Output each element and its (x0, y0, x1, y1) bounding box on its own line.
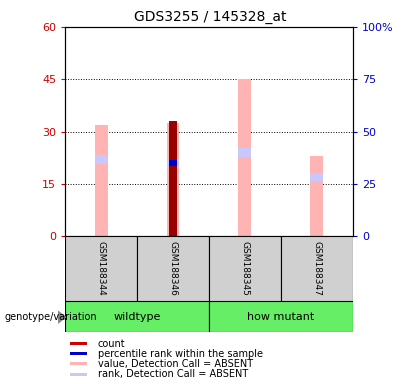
Text: wildtype: wildtype (113, 312, 161, 322)
Text: GSM188347: GSM188347 (312, 242, 321, 296)
Text: genotype/variation: genotype/variation (4, 312, 97, 322)
FancyBboxPatch shape (137, 236, 209, 301)
Polygon shape (58, 311, 66, 323)
Bar (94, 155, 108, 164)
Bar (70, 352, 87, 355)
Bar (94, 124, 108, 236)
Bar (169, 160, 177, 166)
Text: GSM188345: GSM188345 (240, 242, 249, 296)
Text: rank, Detection Call = ABSENT: rank, Detection Call = ABSENT (98, 369, 248, 379)
FancyBboxPatch shape (209, 301, 353, 332)
Bar (239, 148, 252, 157)
Text: how mutant: how mutant (247, 312, 315, 322)
Text: GSM188344: GSM188344 (97, 242, 105, 296)
Text: percentile rank within the sample: percentile rank within the sample (98, 349, 263, 359)
Text: value, Detection Call = ABSENT: value, Detection Call = ABSENT (98, 359, 253, 369)
Text: GSM188346: GSM188346 (168, 242, 178, 296)
FancyBboxPatch shape (65, 236, 137, 301)
Bar (169, 121, 177, 236)
FancyBboxPatch shape (281, 236, 353, 301)
Bar (166, 123, 179, 236)
Bar (239, 79, 252, 236)
FancyBboxPatch shape (209, 236, 281, 301)
Bar (166, 159, 179, 167)
Bar (70, 342, 87, 345)
Bar (70, 373, 87, 376)
Bar (310, 156, 323, 236)
Bar (310, 172, 323, 181)
Bar (70, 362, 87, 365)
Text: GDS3255 / 145328_at: GDS3255 / 145328_at (134, 10, 286, 24)
FancyBboxPatch shape (65, 301, 209, 332)
Text: count: count (98, 339, 126, 349)
